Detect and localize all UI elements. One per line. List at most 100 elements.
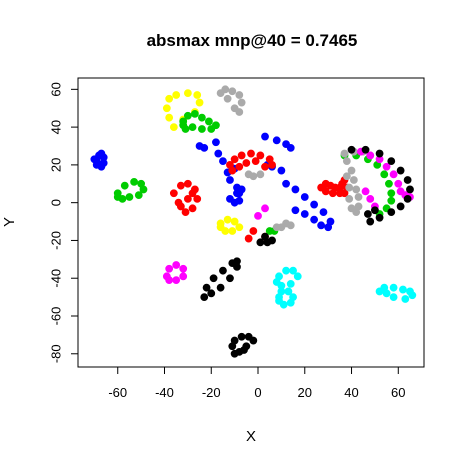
y-axis: -80 -60 -40 -20 0 20 40 60 [49, 82, 79, 363]
data-point [340, 149, 349, 158]
data-point [165, 264, 174, 273]
data-point [134, 191, 143, 200]
data-point [328, 189, 337, 198]
data-point [261, 132, 269, 141]
data-point [139, 185, 148, 194]
data-point [130, 177, 139, 186]
data-point [172, 276, 181, 285]
data-point [361, 187, 370, 196]
data-point [371, 206, 379, 215]
data-point [275, 296, 283, 305]
data-point [183, 179, 192, 188]
x-tick-label: 60 [391, 385, 405, 400]
data-point [321, 187, 330, 196]
data-point [200, 293, 209, 302]
y-tick-label: -40 [49, 269, 64, 288]
data-point [169, 123, 178, 132]
data-point [291, 185, 300, 194]
y-tick-label: 60 [49, 82, 64, 96]
y-axis-label: Y [1, 217, 18, 227]
data-point [200, 143, 209, 152]
data-point [387, 196, 396, 205]
data-point [233, 262, 241, 271]
data-point [198, 125, 206, 133]
data-point [366, 151, 375, 160]
data-point [275, 272, 283, 281]
data-point [406, 185, 414, 194]
data-point [261, 204, 269, 213]
data-point [291, 206, 300, 215]
data-point [293, 272, 302, 281]
data-point [389, 283, 398, 292]
data-point [361, 145, 370, 154]
x-axis: -60 -40 -20 0 20 40 60 [108, 366, 406, 400]
data-point [399, 285, 407, 294]
data-point [286, 221, 295, 230]
data-point [237, 185, 246, 194]
y-tick-label: 0 [49, 199, 64, 206]
data-point [113, 193, 122, 201]
data-point [286, 143, 295, 152]
data-point [310, 215, 319, 224]
data-point [230, 217, 239, 226]
data-point [342, 172, 351, 181]
data-point [179, 121, 188, 130]
data-point [188, 204, 197, 213]
data-point [176, 181, 185, 190]
data-point [216, 283, 225, 292]
data-point [352, 185, 361, 194]
data-point [188, 123, 197, 132]
y-tick-label: -80 [49, 344, 64, 363]
data-point [205, 117, 213, 126]
data-point [174, 198, 183, 207]
data-point [342, 157, 351, 166]
data-point [408, 291, 417, 300]
data-point [403, 176, 412, 184]
data-point [230, 155, 239, 164]
data-point [242, 159, 251, 167]
data-point [165, 94, 174, 103]
data-point [230, 336, 239, 345]
data-point [385, 179, 393, 188]
data-point [237, 98, 246, 107]
data-point [212, 138, 220, 147]
data-point [261, 162, 269, 171]
data-point [256, 151, 265, 160]
data-point [230, 198, 239, 207]
data-point [324, 223, 333, 232]
data-point [247, 149, 255, 158]
data-point [249, 172, 258, 181]
x-axis-label: X [246, 428, 256, 445]
data-point [172, 91, 181, 99]
data-point [183, 194, 192, 203]
data-point [401, 295, 410, 303]
data-point [120, 181, 129, 190]
data-point [335, 189, 344, 198]
data-point [223, 94, 232, 103]
data-point [235, 162, 244, 171]
data-point [345, 183, 354, 192]
data-point [219, 266, 227, 275]
data-point [256, 238, 265, 247]
x-tick-label: 0 [254, 385, 261, 400]
data-point [382, 289, 391, 298]
data-point [366, 217, 375, 226]
data-point [183, 111, 192, 120]
data-point [300, 193, 309, 201]
data-point [230, 104, 239, 113]
y-tick-label: -60 [49, 307, 64, 326]
data-point [380, 170, 389, 179]
data-point [179, 272, 188, 281]
data-point [244, 234, 253, 243]
data-point [228, 87, 237, 96]
data-point [347, 166, 356, 175]
x-tick-label: -20 [202, 385, 221, 400]
data-point [282, 266, 290, 275]
data-point [286, 279, 295, 288]
data-point [375, 213, 384, 222]
x-tick-label: 20 [298, 385, 312, 400]
data-point [193, 91, 202, 99]
y-tick-label: 20 [49, 158, 64, 172]
data-point [394, 179, 403, 188]
